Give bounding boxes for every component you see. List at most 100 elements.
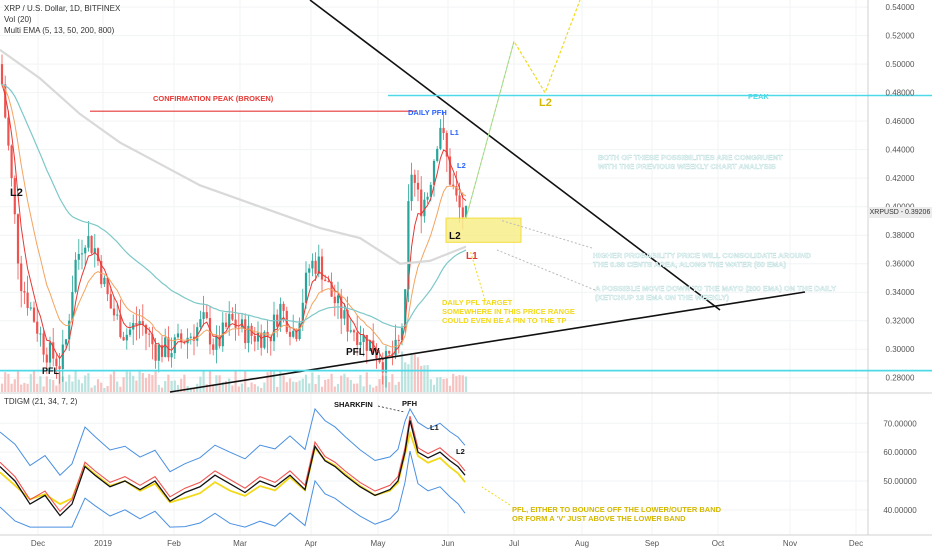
volume-bar: [77, 379, 80, 392]
volume-bar: [349, 379, 352, 392]
volume-bar: [151, 375, 154, 392]
volume-bar: [212, 385, 215, 392]
candle-body: [272, 314, 276, 342]
volume-bar: [96, 379, 100, 392]
candle-body: [192, 336, 196, 341]
volume-legend[interactable]: Vol (20): [4, 15, 32, 24]
l2-left-label: L2: [10, 187, 23, 199]
volume-bar: [340, 375, 343, 392]
possible-move-text: (KETCHUP 13 EMA ON THE WEEKLY): [595, 293, 729, 302]
volume-bar: [148, 373, 151, 392]
candle-body: [381, 362, 384, 373]
time-tick-label: May: [370, 539, 385, 548]
candle-body: [416, 182, 420, 190]
volume-bar: [170, 380, 173, 392]
price-tick-label: 0.46000: [886, 117, 915, 126]
pfl-bounce-arrow: [481, 486, 511, 506]
candle-body: [464, 205, 468, 218]
volume-bar: [346, 377, 349, 392]
volume-bar: [125, 371, 128, 392]
candle-body: [455, 186, 458, 196]
candle-body: [119, 314, 122, 338]
volume-bar: [250, 382, 253, 392]
volume-bar: [304, 374, 308, 392]
volume-bar: [397, 381, 400, 392]
volume-bar: [330, 373, 333, 392]
ema-200-line: [0, 48, 467, 265]
candle-body: [224, 322, 228, 327]
candle-body: [218, 335, 221, 347]
volume-bar: [119, 386, 122, 392]
candle-body: [372, 340, 375, 353]
candle-body: [26, 292, 29, 309]
volume-bar: [308, 383, 311, 392]
volume-bar: [461, 375, 464, 392]
candle-body: [116, 314, 119, 316]
candle-body: [208, 318, 212, 345]
volume-bar: [116, 381, 119, 392]
time-tick-label: Feb: [167, 539, 181, 548]
time-tick-label: Dec: [849, 539, 863, 548]
candle-body: [160, 345, 164, 357]
time-tick-label: Aug: [575, 539, 589, 548]
w-label: W: [370, 347, 380, 358]
price-tick-label: 0.38000: [886, 231, 915, 240]
candle-body: [122, 337, 125, 341]
indicator-tick-label: 60.00000: [883, 448, 917, 457]
candle-body: [410, 174, 413, 202]
sharkfin-label: SHARKFIN: [334, 400, 373, 409]
price-tick-label: 0.34000: [886, 288, 915, 297]
candle-body: [407, 201, 410, 290]
candle-body: [263, 331, 266, 348]
volume-bar: [272, 371, 276, 392]
candle-body: [244, 319, 247, 344]
candle-body: [234, 319, 237, 328]
candle-body: [103, 277, 106, 285]
candle-body: [413, 174, 416, 183]
volume-bar: [103, 387, 106, 392]
volume-bar: [279, 370, 282, 392]
candle-body: [7, 117, 10, 146]
volume-bar: [199, 376, 202, 392]
candle-body: [397, 339, 400, 341]
volume-bar: [202, 370, 205, 392]
volume-bar: [253, 384, 256, 392]
volume-bar: [282, 375, 285, 392]
candle-body: [199, 319, 202, 328]
descending-trendline: [309, 0, 721, 311]
volume-bar: [285, 382, 288, 392]
volume-bar: [391, 374, 394, 392]
time-tick-label: 2019: [94, 539, 112, 548]
symbol-title[interactable]: XRP / U.S. Dollar, 1D, BITFINEX: [4, 4, 121, 13]
indicator-legend[interactable]: TDIGM (21, 34, 7, 2): [4, 397, 78, 406]
volume-bar: [269, 370, 272, 392]
current-price-label: XRPUSD - 0.39206: [868, 207, 932, 218]
volume-bar: [221, 381, 224, 392]
volume-bar: [327, 379, 330, 392]
candle-body: [304, 272, 308, 303]
volume-bar: [109, 374, 112, 392]
candle-body: [61, 344, 64, 370]
pfh-label: PFH: [402, 399, 417, 408]
volume-bar: [176, 385, 180, 392]
volume-bar: [420, 365, 423, 392]
volume-bar: [167, 374, 170, 392]
candle-body: [452, 184, 455, 187]
candle-body: [0, 64, 4, 85]
volume-bar: [365, 372, 368, 392]
ema-legend[interactable]: Multi EMA (5, 13, 50, 200, 800): [4, 26, 115, 35]
price-tick-label: 0.28000: [886, 374, 915, 383]
candle-body: [445, 132, 448, 157]
candle-body: [16, 214, 20, 264]
volume-bar: [240, 383, 244, 392]
volume-bars: [0, 351, 468, 392]
annotation-arrow: [499, 219, 593, 249]
candle-body: [247, 325, 250, 344]
price-tick-label: 0.32000: [886, 317, 915, 326]
volume-bar: [317, 374, 320, 392]
projection-guide: [465, 41, 515, 219]
volume-bar: [410, 353, 413, 392]
time-tick-label: Mar: [233, 539, 247, 548]
